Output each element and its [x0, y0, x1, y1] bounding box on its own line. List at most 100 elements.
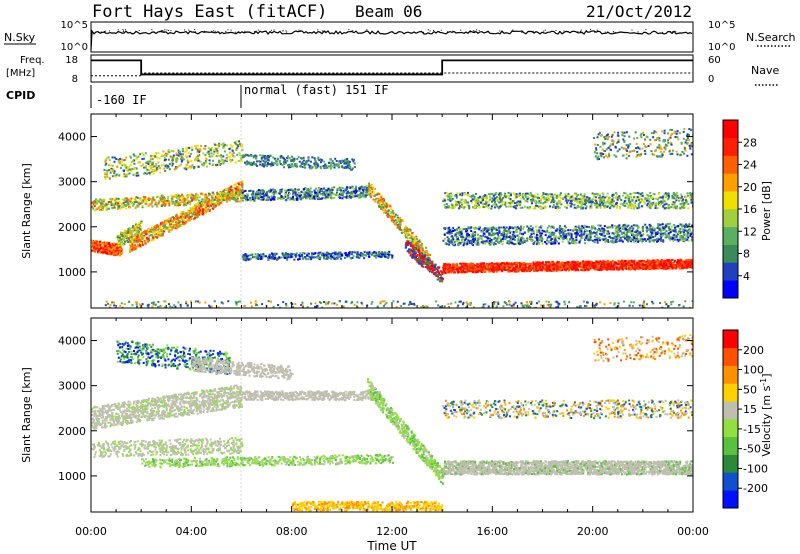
nsearch-point: [170, 30, 172, 32]
power-point: [182, 221, 185, 224]
power-point: [194, 206, 197, 209]
power-point: [189, 160, 192, 163]
power-point: [231, 197, 234, 200]
power-point: [290, 197, 293, 200]
power-point: [355, 189, 358, 192]
power-point: [155, 168, 158, 171]
power-point: [140, 242, 143, 245]
power-point: [466, 266, 469, 269]
power-point: [275, 252, 278, 255]
power-point: [179, 201, 182, 204]
power-point: [159, 171, 162, 174]
power-point: [412, 240, 414, 243]
power-point: [297, 258, 299, 261]
power-point: [241, 195, 244, 198]
power-point: [393, 219, 396, 222]
power-point: [203, 210, 206, 213]
power-point: [215, 205, 217, 208]
power-point: [159, 197, 162, 200]
power-point: [220, 195, 223, 197]
nsky-line: [90, 29, 693, 51]
power-point: [131, 249, 134, 252]
power-point: [151, 199, 154, 202]
power-point: [302, 252, 305, 254]
power-point: [387, 253, 390, 256]
power-point: [317, 188, 320, 191]
power-point: [378, 253, 380, 256]
power-point: [429, 262, 432, 265]
power-point: [200, 163, 203, 166]
power-point: [438, 277, 441, 279]
power-point: [192, 206, 195, 209]
power-point: [369, 190, 372, 193]
power-point: [405, 236, 408, 238]
power-point: [243, 253, 246, 256]
power-point: [148, 165, 151, 168]
power-point: [340, 189, 343, 192]
power-point: [391, 218, 394, 221]
power-point: [130, 161, 133, 164]
power-point: [133, 227, 136, 230]
power-point: [112, 198, 115, 201]
power-point: [364, 194, 367, 197]
power-point: [194, 211, 197, 214]
power-point: [195, 147, 198, 150]
power-point: [440, 276, 443, 279]
power-point: [135, 246, 138, 249]
power-point: [212, 153, 215, 156]
power-point: [162, 154, 165, 157]
power-point: [121, 203, 124, 206]
power-point: [343, 256, 346, 259]
power-point: [353, 188, 356, 190]
power-point: [145, 233, 148, 236]
power-point: [494, 267, 497, 270]
power-point: [254, 193, 257, 196]
power-point: [320, 187, 323, 190]
power-point: [380, 207, 382, 210]
power-point: [410, 248, 413, 251]
power-point: [359, 252, 362, 255]
power-point: [204, 160, 207, 162]
power-point: [282, 197, 285, 199]
power-point: [156, 229, 159, 231]
power-point: [226, 196, 229, 199]
power-point: [405, 234, 408, 237]
power-point: [245, 154, 248, 157]
nsky-tick-top: 10^5: [61, 20, 88, 31]
power-point: [194, 159, 197, 162]
power-point: [340, 162, 342, 164]
power-point: [387, 215, 389, 218]
power-point: [301, 161, 304, 164]
power-point: [409, 249, 412, 252]
power-point: [445, 263, 448, 266]
power-point: [319, 165, 322, 168]
nsearch-point: [528, 30, 530, 32]
power-point: [145, 161, 148, 164]
power-point: [112, 168, 115, 171]
power-point: [131, 201, 134, 204]
nsearch-point: [270, 29, 272, 31]
power-point: [134, 167, 137, 170]
power-point: [310, 191, 313, 194]
power-point: [236, 147, 239, 150]
power-point: [280, 197, 283, 200]
power-point: [406, 236, 409, 239]
power-point: [112, 244, 115, 247]
power-point: [113, 160, 116, 163]
power-point: [145, 171, 148, 174]
power-point: [93, 243, 96, 246]
power-point: [146, 160, 149, 163]
power-point: [419, 247, 422, 250]
power-point: [117, 161, 120, 164]
power-point: [378, 255, 381, 258]
power-point: [117, 238, 119, 241]
power-point: [577, 269, 580, 272]
power-point: [373, 255, 376, 257]
power-point: [150, 165, 153, 168]
power-point: [159, 226, 162, 228]
power-point: [312, 252, 315, 255]
power-point: [190, 152, 193, 155]
power-point: [285, 199, 287, 202]
power-point: [212, 163, 215, 166]
power-point: [394, 213, 397, 216]
